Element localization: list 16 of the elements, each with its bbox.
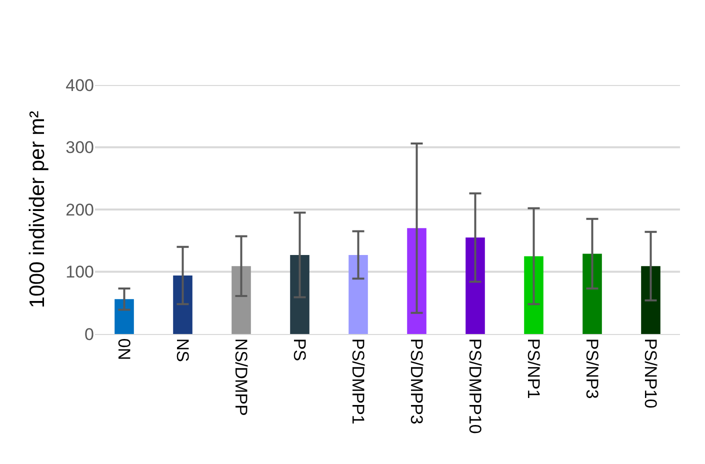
x-tick-label: NS: [173, 338, 192, 362]
x-tick-label: PS/DMPP3: [407, 338, 426, 424]
y-axis-title: 1000 individer per m²: [26, 110, 49, 308]
x-tick-label: NS/DMPP: [232, 338, 251, 416]
x-tick-label: 0N: [114, 338, 134, 360]
x-tick-label: PS/NP10: [641, 338, 660, 408]
y-tick-label: 100: [66, 262, 94, 282]
x-tick-label: PS/DMPP1: [348, 338, 368, 424]
y-tick-label: 300: [66, 138, 94, 158]
y-tick-label: 400: [66, 76, 94, 95]
y-tick-label: 200: [66, 200, 94, 220]
x-tick-label: PS/NP1: [524, 338, 544, 399]
x-tick-label: PS/NP3: [582, 338, 602, 399]
x-tick-label: PS/DMPP10: [466, 338, 485, 434]
x-tick-label: PS: [290, 338, 310, 362]
y-tick-label: 0: [84, 324, 94, 344]
